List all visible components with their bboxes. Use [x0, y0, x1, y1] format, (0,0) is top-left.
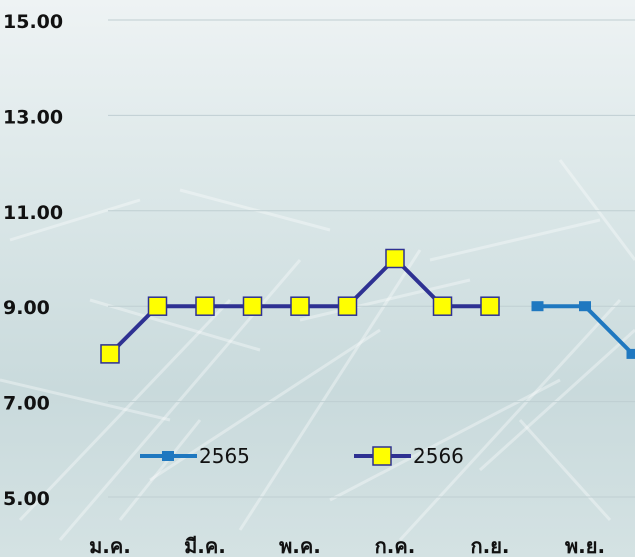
x-tick-label: พ.ย. [565, 534, 605, 557]
data-point-2565 [626, 348, 635, 359]
texture-stroke [299, 278, 471, 322]
y-tick-label: 9.00 [3, 297, 50, 319]
data-point-2566 [337, 296, 358, 316]
x-tick-label: ก.ค. [375, 534, 416, 557]
data-point-2566 [100, 344, 120, 364]
legend: 2565 2566 [140, 444, 464, 468]
y-tick-label: 7.00 [3, 393, 50, 415]
legend-label: 2566 [413, 444, 464, 468]
texture-stroke [329, 378, 561, 502]
texture-stroke [238, 249, 422, 531]
texture-stroke [398, 298, 622, 542]
data-point-2566 [290, 296, 310, 316]
data-point-2566 [195, 296, 215, 316]
texture-stroke [518, 418, 612, 522]
texture-stroke [118, 419, 202, 521]
texture-stroke [179, 188, 331, 232]
texture-stroke [558, 159, 635, 261]
x-tick-label: ก.ย. [470, 534, 509, 557]
data-point-2566 [432, 296, 453, 316]
legend-label: 2565 [199, 444, 250, 468]
x-tick-label: พ.ค. [279, 534, 321, 557]
texture-stroke [89, 298, 261, 352]
legend-swatch-marker [162, 451, 174, 461]
texture-stroke [429, 218, 601, 262]
data-point-2566 [385, 248, 405, 269]
x-tick-label: ม.ค. [89, 534, 131, 557]
series-markers [100, 248, 635, 364]
x-tick-label: มี.ค. [184, 534, 226, 557]
texture-stroke [478, 328, 635, 472]
y-axis-labels: 5.00 7.00 9.00 11.00 13.00 15.00 [3, 11, 63, 510]
background-texture [0, 159, 635, 542]
texture-stroke [9, 198, 141, 242]
texture-stroke [18, 298, 232, 522]
data-point-2566 [480, 296, 500, 316]
texture-stroke [0, 378, 171, 422]
data-point-2565 [579, 301, 591, 312]
legend-swatch-marker [372, 446, 392, 466]
data-point-2566 [242, 296, 263, 316]
y-tick-label: 5.00 [3, 488, 50, 510]
y-tick-label: 13.00 [3, 106, 63, 128]
x-axis-labels: ม.ค. มี.ค. พ.ค. ก.ค. ก.ย. พ.ย. [89, 534, 605, 557]
y-tick-label: 11.00 [3, 202, 63, 224]
data-point-2565 [531, 301, 544, 312]
y-tick-label: 15.00 [3, 11, 63, 33]
data-point-2566 [147, 296, 168, 316]
